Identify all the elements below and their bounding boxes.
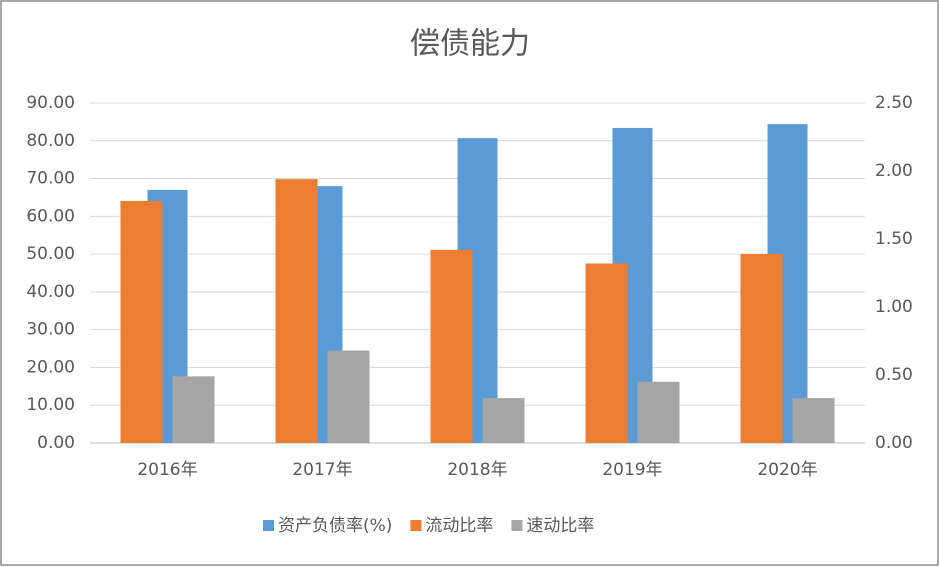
y-tick-label: 70.00 — [26, 169, 75, 189]
legend-label: 速动比率 — [526, 516, 594, 536]
y2-tick-label: 0.00 — [875, 433, 913, 453]
y-tick-label: 0.00 — [37, 433, 75, 453]
y-tick-label: 20.00 — [26, 357, 75, 377]
legend-swatch — [263, 520, 274, 531]
bar — [172, 376, 215, 443]
bar — [275, 179, 318, 443]
y-tick-label: 50.00 — [26, 244, 75, 264]
bar — [585, 263, 628, 443]
bar — [327, 350, 370, 443]
chart-title: 偿债能力 — [410, 27, 530, 62]
y2-tick-label: 1.00 — [875, 297, 913, 317]
x-tick-label: 2016年 — [137, 460, 197, 480]
bar — [482, 398, 525, 443]
x-tick-label: 2018年 — [447, 460, 507, 480]
y-tick-label: 60.00 — [26, 206, 75, 226]
y-tick-label: 10.00 — [26, 395, 75, 415]
bar — [792, 398, 835, 443]
bar — [740, 253, 783, 443]
x-tick-label: 2020年 — [757, 460, 817, 480]
y2-tick-label: 0.50 — [875, 365, 913, 385]
y-tick-label: 40.00 — [26, 282, 75, 302]
legend-label: 流动比率 — [425, 516, 493, 536]
x-tick-label: 2017年 — [292, 460, 352, 480]
y-tick-label: 30.00 — [26, 320, 75, 340]
y-tick-label: 80.00 — [26, 131, 75, 151]
bar — [430, 249, 473, 443]
legend-swatch — [511, 520, 523, 531]
y-tick-label: 90.00 — [26, 93, 75, 113]
y2-tick-label: 1.50 — [875, 229, 913, 249]
y2-tick-label: 2.50 — [875, 93, 913, 113]
y2-tick-label: 2.00 — [875, 161, 913, 181]
legend-label: 资产负债率(%) — [278, 516, 392, 536]
bar — [637, 381, 680, 443]
x-tick-label: 2019年 — [602, 460, 662, 480]
bar — [120, 200, 163, 443]
legend-swatch — [410, 520, 422, 531]
